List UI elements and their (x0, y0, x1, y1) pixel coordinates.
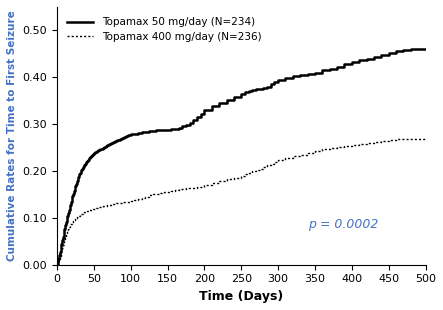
Y-axis label: Cumulative Rates for Time to First Seizure: Cumulative Rates for Time to First Seizu… (7, 11, 17, 261)
Text: p = 0.0002: p = 0.0002 (307, 219, 378, 232)
Legend: Topamax 50 mg/day (N=234), Topamax 400 mg/day (N=236): Topamax 50 mg/day (N=234), Topamax 400 m… (62, 12, 267, 47)
X-axis label: Time (Days): Time (Days) (199, 290, 284, 303)
